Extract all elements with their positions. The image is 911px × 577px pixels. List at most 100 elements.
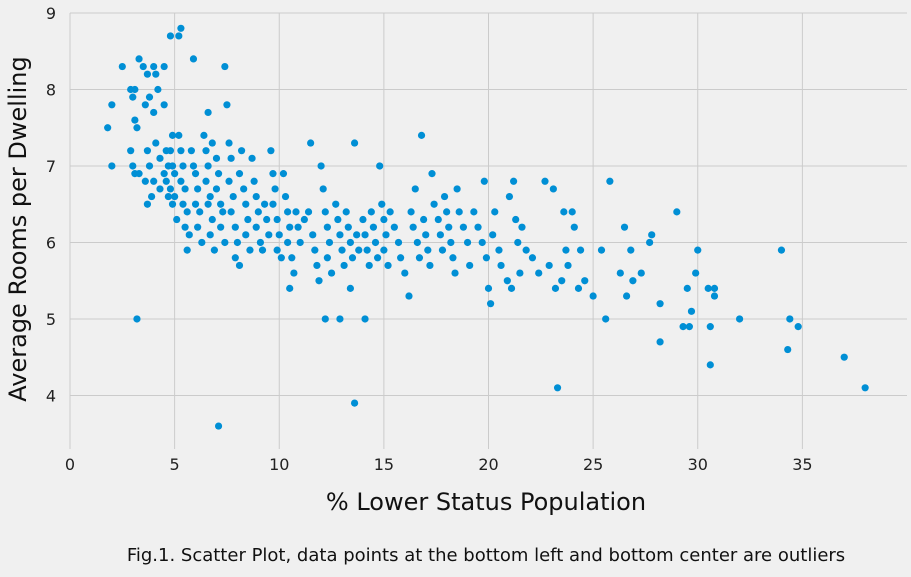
y-axis-title: Average Rooms per Dwelling [4, 56, 32, 401]
data-point [480, 177, 488, 185]
data-point [194, 223, 202, 231]
data-point [131, 85, 139, 94]
data-point [327, 269, 336, 277]
data-point [367, 208, 375, 216]
data-point [560, 208, 568, 216]
data-point [648, 231, 656, 239]
x-tick-label: 10 [269, 455, 289, 474]
data-point [162, 177, 170, 185]
data-point [784, 345, 792, 354]
data-point [168, 162, 177, 170]
x-axis-title: % Lower Status Population [326, 488, 646, 516]
data-point [344, 223, 352, 231]
data-point [606, 177, 614, 185]
data-point [219, 208, 227, 216]
y-tick-labels: 4 5 6 7 8 9 [46, 4, 56, 405]
data-point [204, 108, 212, 117]
data-point [269, 200, 277, 208]
data-point [154, 85, 162, 94]
data-point [411, 185, 419, 193]
data-point [466, 261, 474, 270]
data-point [380, 246, 388, 254]
data-points [104, 24, 869, 430]
data-point [208, 139, 216, 147]
data-point [235, 170, 244, 178]
data-point [315, 277, 323, 285]
data-point [620, 223, 629, 231]
data-point [348, 254, 357, 262]
data-point [656, 338, 664, 346]
data-point [168, 131, 177, 139]
data-point [227, 208, 235, 216]
data-point [430, 200, 438, 208]
data-point [221, 62, 229, 71]
data-point [369, 223, 378, 231]
data-point [679, 323, 687, 331]
data-point [256, 238, 265, 247]
data-point [284, 208, 292, 216]
data-point [273, 215, 281, 224]
data-point [541, 177, 549, 185]
data-point [135, 170, 143, 178]
data-point [363, 246, 371, 254]
data-point [152, 139, 160, 147]
data-point [265, 231, 273, 239]
data-point [704, 284, 712, 292]
data-point [629, 277, 637, 285]
data-point [240, 185, 248, 193]
data-point [535, 269, 543, 277]
x-tick-label: 25 [583, 455, 603, 474]
data-point [413, 238, 421, 247]
data-point [286, 284, 294, 292]
data-point [503, 277, 511, 285]
figure-caption: Fig.1. Scatter Plot, data points at the … [126, 545, 846, 566]
y-tick-label: 4 [46, 386, 56, 405]
data-point [840, 353, 848, 361]
data-point [407, 208, 415, 216]
data-point [202, 147, 210, 155]
data-point [359, 215, 367, 224]
data-point [409, 223, 417, 231]
data-point [196, 208, 204, 216]
data-point [150, 108, 158, 117]
data-point [212, 154, 221, 162]
data-point [564, 261, 572, 270]
data-point [118, 62, 126, 71]
data-point [710, 284, 719, 292]
data-point [288, 254, 296, 262]
data-point [108, 101, 116, 109]
data-point [394, 238, 403, 247]
data-point [104, 124, 112, 132]
data-point [150, 62, 158, 71]
data-point [187, 147, 195, 155]
y-tick-label: 5 [46, 310, 56, 329]
data-point [505, 192, 514, 201]
data-point [263, 215, 271, 224]
data-point [440, 192, 449, 201]
data-point [177, 24, 185, 32]
data-point [271, 185, 279, 193]
data-point [486, 300, 495, 308]
data-point [361, 231, 369, 239]
x-tick-label: 35 [792, 455, 812, 474]
data-point [623, 292, 631, 300]
data-point [321, 208, 329, 216]
data-point [342, 208, 350, 216]
data-point [133, 315, 141, 323]
data-point [258, 246, 267, 254]
data-point [242, 200, 250, 208]
data-point [171, 170, 179, 178]
data-point [637, 269, 645, 277]
data-point [553, 384, 562, 392]
data-point [350, 139, 359, 147]
data-point [127, 147, 135, 155]
data-point [332, 200, 340, 208]
data-point [470, 208, 478, 216]
data-point [338, 246, 346, 254]
data-point [706, 323, 714, 331]
data-point [382, 231, 390, 239]
data-point [244, 215, 252, 224]
data-point [133, 124, 141, 132]
data-point [420, 215, 428, 224]
data-point [160, 62, 168, 71]
